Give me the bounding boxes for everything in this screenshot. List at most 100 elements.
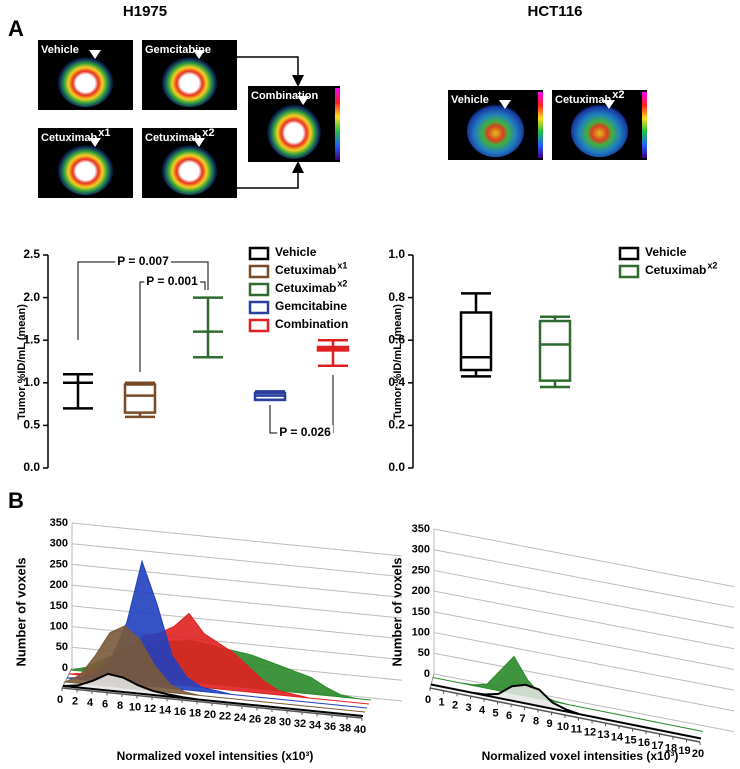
x-axis-title: Normalized voxel intensities (x10³) bbox=[117, 749, 314, 763]
x-tick-label: 30 bbox=[279, 716, 291, 728]
arrow bbox=[237, 161, 304, 189]
y-axis-title: Number of voxels bbox=[389, 557, 404, 666]
x-tick-label: 34 bbox=[309, 719, 322, 731]
y-tick-label: 0.8 bbox=[388, 290, 405, 304]
x-tick-label: 36 bbox=[324, 721, 336, 733]
arrowhead bbox=[89, 50, 101, 59]
significance-bracket bbox=[139, 281, 206, 372]
y-tick-label: 300 bbox=[50, 538, 68, 550]
x-tick-label: 38 bbox=[339, 722, 351, 734]
image-label: Cetuximab bbox=[41, 132, 98, 144]
box bbox=[538, 319, 572, 382]
area bbox=[430, 683, 702, 740]
legend-swatch bbox=[618, 246, 640, 261]
column-title: HCT116 bbox=[527, 3, 582, 20]
x-tick-label: 18 bbox=[665, 743, 677, 755]
x-tick-label: 13 bbox=[597, 729, 609, 741]
y-tick-label: 350 bbox=[412, 523, 430, 535]
y-tick-label: 50 bbox=[56, 641, 68, 653]
legend-swatch bbox=[248, 318, 270, 333]
pet-blob bbox=[57, 54, 114, 108]
y-tick-label: 2.5 bbox=[23, 247, 40, 261]
grid-line bbox=[433, 652, 735, 712]
pet-blob bbox=[266, 101, 322, 159]
pet-blob bbox=[161, 54, 218, 108]
image-label: Cetuximab bbox=[555, 94, 612, 106]
x-tick-label: 1 bbox=[438, 697, 444, 709]
legend-label-sup: x2 bbox=[337, 278, 347, 288]
box bbox=[459, 311, 493, 372]
x-tick-label: 0 bbox=[57, 694, 63, 706]
pet-blob bbox=[467, 104, 524, 158]
legend-label: Gemcitabine bbox=[275, 299, 347, 313]
x-tick-label: 4 bbox=[479, 705, 486, 717]
arrowhead bbox=[603, 100, 615, 109]
x-tick-label: 3 bbox=[465, 702, 471, 714]
arrowhead bbox=[89, 138, 101, 147]
label-bg bbox=[115, 254, 172, 269]
image-label: Gemcitabine bbox=[145, 44, 211, 56]
grid-line bbox=[71, 543, 403, 578]
y-axis-title: Number of voxels bbox=[13, 557, 28, 666]
image-label: Combination bbox=[251, 90, 318, 102]
image-label-sup: x2 bbox=[612, 89, 624, 101]
grid-line bbox=[433, 590, 735, 650]
pet-blob bbox=[571, 104, 628, 158]
x-tick-label: 20 bbox=[692, 748, 704, 760]
x-tick-label: 6 bbox=[102, 698, 108, 710]
legend-swatch bbox=[248, 282, 270, 297]
x-tick-label: 14 bbox=[611, 732, 624, 744]
colorbar bbox=[538, 92, 543, 158]
y-axis-title: Tumor %ID/mL (mean) bbox=[16, 304, 28, 420]
x-tick-label: 8 bbox=[117, 700, 123, 712]
x-tick-label: 2 bbox=[452, 699, 458, 711]
x-tick-label: 14 bbox=[159, 704, 172, 716]
grid-line bbox=[433, 632, 735, 691]
legend-label-sup: x2 bbox=[707, 260, 717, 270]
x-tick-label: 40 bbox=[354, 724, 366, 736]
x-axis-title: Normalized voxel intensities (x10³) bbox=[482, 749, 679, 763]
grid-line bbox=[71, 522, 403, 557]
y-tick-label: 0.2 bbox=[388, 418, 405, 432]
grid-line bbox=[433, 569, 735, 629]
y-tick-label: 0.6 bbox=[388, 332, 405, 346]
arrowhead bbox=[193, 138, 205, 147]
x-tick-label: 15 bbox=[624, 734, 636, 746]
y-tick-label: 0.0 bbox=[23, 460, 40, 474]
y-tick-label: 0 bbox=[62, 662, 68, 674]
y-tick-label: 150 bbox=[50, 600, 68, 612]
grid-line bbox=[433, 673, 735, 733]
area bbox=[62, 672, 364, 717]
x-tick-label: 11 bbox=[571, 724, 583, 736]
legend-label: Vehicle bbox=[275, 245, 317, 259]
box bbox=[123, 383, 157, 414]
y-tick-label: 2.0 bbox=[23, 290, 40, 304]
x-tick-label: 22 bbox=[219, 710, 231, 722]
pet-blob bbox=[57, 142, 114, 196]
image-label-sup: x1 bbox=[98, 127, 110, 139]
grid-line bbox=[433, 528, 735, 588]
image-label: Vehicle bbox=[451, 94, 489, 106]
x-tick-label: 18 bbox=[189, 707, 201, 719]
x-tick-label: 16 bbox=[638, 737, 650, 749]
y-tick-label: 150 bbox=[412, 606, 430, 618]
grid-line bbox=[71, 605, 403, 640]
y-tick-label: 1.5 bbox=[23, 332, 40, 346]
y-tick-label: 250 bbox=[50, 558, 68, 570]
x-tick-label: 12 bbox=[584, 726, 596, 738]
colorbar bbox=[642, 92, 647, 158]
area bbox=[63, 625, 366, 713]
floor-edge bbox=[429, 673, 435, 689]
y-tick-label: 200 bbox=[50, 579, 68, 591]
x-tick-label: 20 bbox=[204, 709, 216, 721]
y-tick-label: 0.0 bbox=[388, 460, 405, 474]
grid-line bbox=[71, 563, 403, 598]
x-tick-label: 6 bbox=[506, 710, 512, 722]
x-tick-label: 5 bbox=[492, 707, 498, 719]
legend-label: Combination bbox=[275, 317, 348, 331]
legend-label-sup: x1 bbox=[337, 260, 347, 270]
arrow bbox=[237, 56, 304, 87]
x-tick-label: 7 bbox=[519, 713, 525, 725]
y-tick-label: 0.5 bbox=[23, 418, 40, 432]
